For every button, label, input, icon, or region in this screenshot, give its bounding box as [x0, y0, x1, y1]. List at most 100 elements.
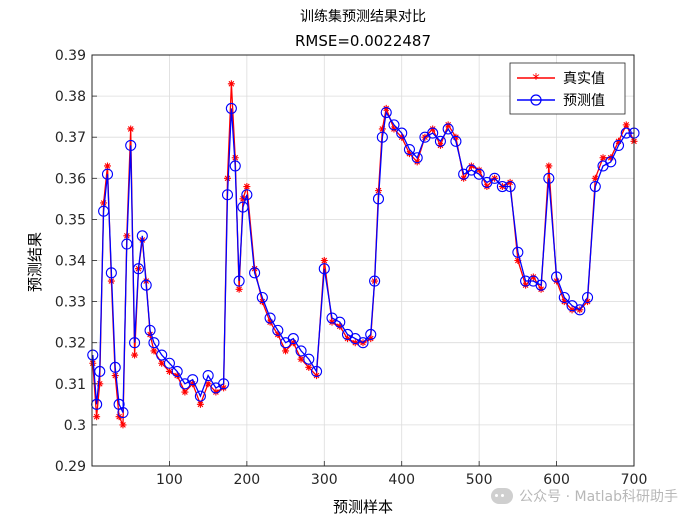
true-value-point	[243, 183, 251, 191]
true-value-point	[436, 141, 444, 149]
true-value-point	[320, 257, 328, 264]
predicted-value-point	[249, 267, 261, 279]
y-tick-label: 0.32	[55, 336, 86, 352]
predicted-value-point	[403, 143, 416, 156]
true-value-point	[622, 121, 630, 129]
series-predicted-values	[87, 102, 640, 419]
true-value-point	[289, 339, 297, 347]
true-value-point	[313, 372, 321, 380]
x-tick-label: 400	[388, 472, 415, 488]
legend-marker-true: *	[532, 70, 540, 88]
predicted-value-point	[620, 127, 632, 139]
x-tick-label: 300	[311, 472, 338, 488]
predicted-value-point	[396, 127, 408, 139]
y-tick-label: 0.35	[55, 212, 86, 228]
watermark-text: 公众号 · Matlab科研助手	[519, 489, 678, 505]
true-value-point	[599, 154, 607, 162]
true-value-point	[615, 137, 623, 145]
predicted-value-point	[171, 365, 183, 378]
predicted-value-line	[92, 108, 634, 413]
true-value-point	[382, 104, 390, 112]
chart-subtitle: RMSE=0.0022487	[295, 32, 431, 50]
y-axis-label: 预测结果	[26, 232, 44, 292]
true-value-point	[452, 133, 460, 141]
predicted-value-point	[156, 349, 168, 361]
predicted-value-point	[473, 168, 485, 180]
x-tick-label: 100	[156, 472, 183, 488]
predicted-value-point	[535, 279, 547, 291]
wechat-icon	[491, 488, 514, 504]
true-value-point	[165, 367, 173, 375]
x-axis-ticks: 100 200 300 400 500 600 700	[156, 461, 647, 488]
true-value-point	[224, 174, 231, 182]
predicted-value-point	[434, 135, 446, 147]
predicted-value-point	[612, 139, 625, 151]
true-value-point	[119, 421, 127, 429]
predicted-value-point	[380, 106, 392, 119]
watermark: 公众号 · Matlab科研助手	[491, 486, 678, 506]
y-tick-label: 0.37	[55, 130, 86, 146]
legend-label-pred: 预测值	[563, 93, 605, 109]
true-value-point	[429, 125, 437, 133]
true-value-point	[305, 363, 313, 371]
true-value-point	[258, 298, 266, 306]
predicted-value-point	[241, 189, 253, 201]
true-value-point	[545, 162, 553, 170]
predicted-value-point	[295, 345, 307, 357]
predicted-value-point	[388, 119, 400, 131]
predicted-value-point	[589, 180, 601, 193]
true-value-point	[235, 285, 243, 293]
y-tick-label: 0.39	[55, 48, 86, 64]
predicted-value-point	[194, 390, 206, 402]
true-value-point	[89, 359, 97, 367]
predicted-value-point	[376, 131, 388, 143]
predicted-value-point	[125, 139, 137, 151]
predicted-value-point	[551, 271, 563, 283]
true-value-point	[514, 257, 522, 264]
predicted-value-point	[98, 205, 110, 217]
predicted-value-point	[187, 374, 199, 386]
y-tick-label: 0.34	[55, 254, 86, 270]
x-tick-label: 500	[466, 472, 493, 488]
legend-box	[509, 62, 626, 115]
true-value-point	[297, 355, 305, 363]
predicted-value-point	[411, 152, 423, 164]
true-value-point	[111, 372, 119, 380]
predicted-value-point	[372, 193, 385, 205]
true-value-point	[607, 154, 615, 162]
true-value-point	[196, 400, 204, 408]
predicted-value-point	[520, 275, 532, 287]
predicted-value-point	[272, 324, 284, 336]
predicted-value-point	[318, 263, 330, 275]
predicted-value-point	[101, 168, 114, 180]
chart-title: 训练集预测结果对比	[300, 8, 426, 25]
true-value-point	[220, 384, 228, 392]
predicted-value-point	[357, 337, 369, 349]
predicted-value-point	[543, 172, 555, 184]
true-value-point	[398, 133, 406, 141]
predicted-value-point	[109, 361, 121, 373]
true-value-point	[266, 318, 274, 326]
predicted-value-point	[105, 267, 117, 279]
true-value-point	[96, 380, 104, 388]
true-value-point	[405, 150, 413, 158]
predicted-value-point	[287, 333, 299, 345]
legend-marker-pred	[530, 94, 542, 106]
predicted-value-point	[334, 316, 346, 328]
true-value-point	[100, 199, 108, 207]
y-tick-label: 0.3	[64, 418, 86, 434]
true-value-point	[146, 330, 154, 338]
predicted-value-point	[442, 123, 454, 135]
true-value-point	[336, 322, 344, 330]
true-value-point	[204, 380, 212, 388]
predicted-value-point	[303, 353, 315, 365]
x-tick-label: 700	[621, 472, 648, 488]
true-value-point	[328, 318, 336, 326]
true-value-point	[413, 158, 421, 166]
predicted-value-point	[225, 102, 237, 114]
true-value-point	[584, 298, 592, 306]
true-value-point	[568, 306, 576, 314]
predicted-value-point	[229, 160, 241, 172]
true-value-point	[367, 335, 375, 343]
true-value-point	[444, 121, 452, 129]
